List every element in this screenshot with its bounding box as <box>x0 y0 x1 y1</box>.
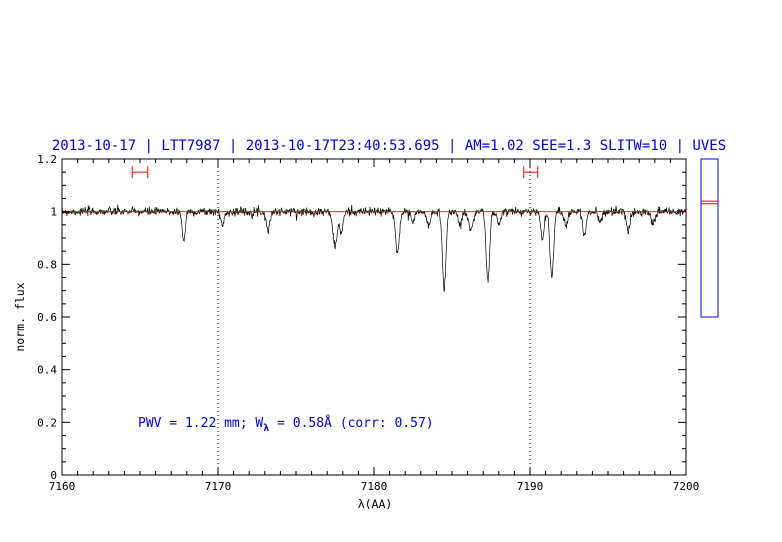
x-tick-label: 7180 <box>361 480 388 493</box>
axis-ticks <box>61 158 687 476</box>
y-axis-label: norm. flux <box>13 282 27 351</box>
x-tick-label: 7190 <box>517 480 544 493</box>
y-tick-label: 0.6 <box>37 311 57 324</box>
y-tick-label: 1.2 <box>37 153 57 166</box>
y-tick-label: 0.2 <box>37 416 57 429</box>
x-tick-label: 7170 <box>205 480 232 493</box>
pwv-annotation-suffix: = 0.58Å (corr: 0.57) <box>269 415 433 431</box>
side-panel-frame <box>700 158 719 318</box>
x-tick-label: 7160 <box>49 480 76 493</box>
y-tick-label: 0.4 <box>37 364 57 377</box>
pwv-annotation: PWV = 1.22 mm; Wλ = 0.58Å (corr: 0.57) <box>138 415 434 434</box>
y-tick-label: 1 <box>50 206 57 219</box>
y-tick-label: 0.8 <box>37 258 57 271</box>
chart-title: 2013-10-17 | LTT7987 | 2013-10-17T23:40:… <box>52 138 726 154</box>
side-panel <box>700 158 719 318</box>
y-tick-label: 0 <box>50 469 57 482</box>
axis-tick-labels: 7160 7170 7180 7190 7200 0 0.2 0.4 0.6 0.8 1 1.2 <box>37 153 699 493</box>
x-axis-label: λ(AA) <box>358 497 393 511</box>
x-tick-label: 7200 <box>673 480 700 493</box>
pwv-annotation-subscript: λ <box>263 423 269 434</box>
pwv-annotation-prefix: PWV = 1.22 mm; W <box>138 416 263 431</box>
spectrum-line <box>61 203 687 292</box>
